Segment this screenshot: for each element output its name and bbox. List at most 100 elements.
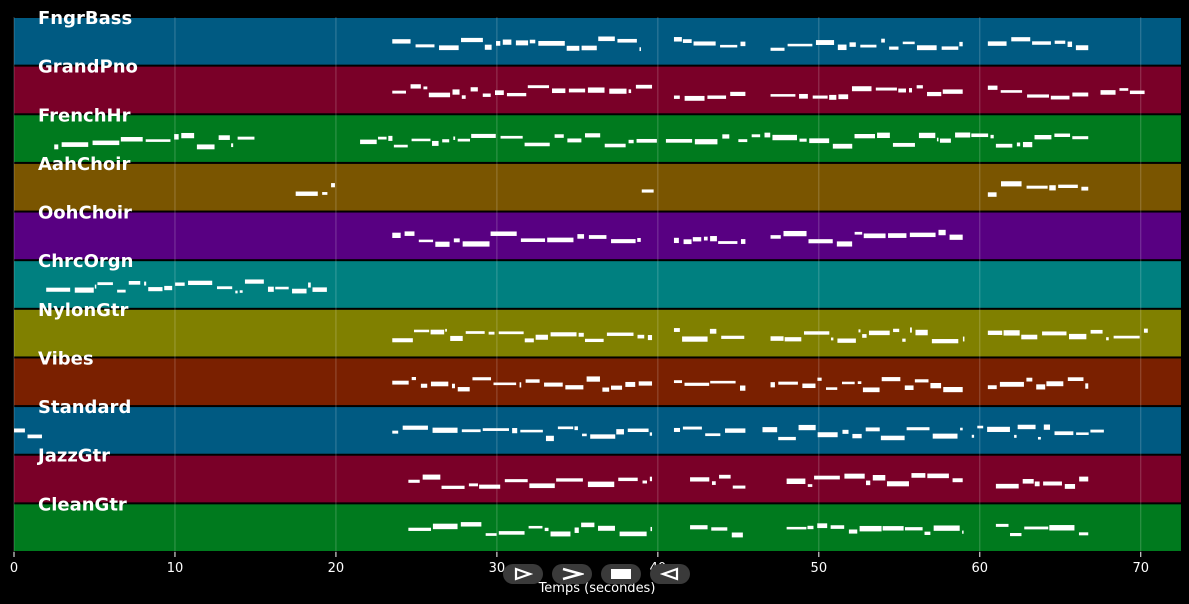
note xyxy=(908,88,913,93)
track-notes xyxy=(46,279,327,294)
note xyxy=(453,136,456,140)
note xyxy=(906,427,930,431)
note xyxy=(393,144,408,148)
x-tick-label: 10 xyxy=(167,561,184,576)
note xyxy=(949,234,963,240)
note xyxy=(738,139,748,143)
note xyxy=(413,329,430,333)
note xyxy=(936,137,939,142)
note xyxy=(802,383,816,389)
note xyxy=(237,136,255,140)
note xyxy=(1054,133,1071,137)
track-label: AahChoir xyxy=(38,154,130,175)
note xyxy=(865,427,880,432)
note xyxy=(1067,41,1073,47)
note xyxy=(814,475,840,480)
note xyxy=(673,37,682,42)
forward-button[interactable] xyxy=(552,564,592,584)
note xyxy=(392,380,409,385)
note xyxy=(829,94,837,100)
note xyxy=(567,138,582,143)
note xyxy=(1027,94,1050,98)
note xyxy=(239,290,243,293)
track-lane xyxy=(14,309,1181,357)
note xyxy=(1064,484,1076,489)
note xyxy=(999,381,1024,387)
forward-icon xyxy=(562,567,584,581)
note xyxy=(441,485,465,489)
note xyxy=(817,377,822,381)
play-button[interactable] xyxy=(503,564,543,584)
note xyxy=(418,239,434,243)
note xyxy=(117,289,126,293)
note xyxy=(637,238,641,242)
note xyxy=(1021,334,1038,340)
note xyxy=(770,47,785,51)
note xyxy=(586,376,600,382)
note xyxy=(1032,41,1051,45)
note xyxy=(711,481,716,485)
note xyxy=(877,132,890,139)
note xyxy=(295,191,318,196)
note xyxy=(61,142,89,147)
note xyxy=(461,37,483,43)
note xyxy=(468,483,478,487)
note xyxy=(435,241,450,247)
note xyxy=(482,428,509,431)
x-tick-label: 50 xyxy=(811,561,828,576)
note xyxy=(916,85,923,89)
note xyxy=(1072,92,1089,97)
note xyxy=(740,41,746,47)
note xyxy=(778,436,796,441)
note xyxy=(587,87,605,93)
note xyxy=(498,531,525,535)
note xyxy=(617,38,637,43)
note xyxy=(786,526,807,530)
note xyxy=(544,382,563,387)
note xyxy=(971,434,975,438)
note xyxy=(452,89,460,95)
stop-button[interactable] xyxy=(601,564,641,584)
note xyxy=(196,144,215,150)
x-tick-label: 70 xyxy=(1132,561,1149,576)
transport-controls xyxy=(503,564,690,584)
note xyxy=(1078,532,1089,536)
note xyxy=(128,280,141,285)
note xyxy=(402,425,428,430)
note xyxy=(1090,329,1103,334)
note xyxy=(1022,478,1034,484)
play-icon xyxy=(514,567,533,581)
note xyxy=(910,327,912,333)
note xyxy=(411,138,431,142)
note xyxy=(524,338,534,343)
track-lane xyxy=(14,115,1181,162)
note xyxy=(471,133,496,138)
note xyxy=(1026,185,1048,189)
labels-layer: FngrBass GrandPno FrenchHr AahChoir OohChoir… xyxy=(36,8,138,515)
note xyxy=(690,477,710,482)
note xyxy=(1106,337,1109,341)
note xyxy=(649,476,653,482)
note xyxy=(987,41,1007,46)
note xyxy=(960,427,963,431)
note xyxy=(1068,333,1087,340)
note xyxy=(730,91,746,97)
note xyxy=(807,484,813,487)
note xyxy=(430,329,445,335)
note xyxy=(804,331,830,335)
note xyxy=(638,381,653,386)
note xyxy=(582,433,587,437)
note xyxy=(859,525,882,532)
note xyxy=(627,428,649,433)
note xyxy=(705,433,721,437)
note xyxy=(809,138,830,144)
note xyxy=(939,138,951,143)
note xyxy=(830,337,834,341)
note xyxy=(783,230,807,237)
back-button[interactable] xyxy=(650,564,690,584)
note xyxy=(606,332,634,336)
note xyxy=(175,282,185,286)
note xyxy=(331,183,335,188)
note xyxy=(854,134,876,139)
note xyxy=(1043,424,1051,430)
